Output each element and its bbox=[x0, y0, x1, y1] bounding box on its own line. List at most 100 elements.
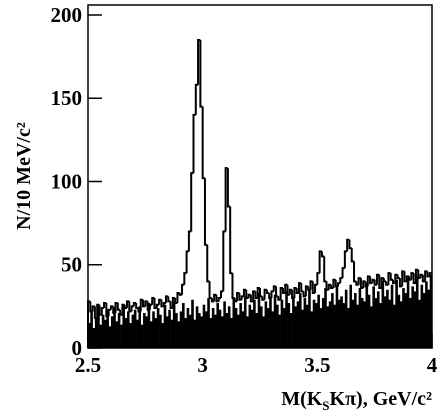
histogram-bin bbox=[154, 318, 158, 348]
x-axis-label: M(KSKπ), GeV/c² bbox=[281, 388, 432, 413]
histogram-bin bbox=[188, 314, 192, 348]
histogram-bin bbox=[317, 294, 320, 348]
histogram-bin bbox=[278, 314, 281, 348]
histogram-bin bbox=[335, 286, 339, 348]
x-tick-label: 4 bbox=[427, 353, 437, 377]
histogram-bin bbox=[296, 301, 300, 348]
histogram-step bbox=[164, 295, 169, 304]
histogram-bin bbox=[165, 316, 169, 348]
histogram-bin bbox=[266, 308, 270, 348]
histogram-bin bbox=[393, 304, 396, 348]
y-tick-label: 0 bbox=[72, 336, 83, 360]
histogram-bin bbox=[106, 309, 109, 348]
histogram-step bbox=[162, 302, 166, 307]
histogram-step bbox=[231, 273, 235, 300]
histogram-bin bbox=[198, 313, 201, 348]
histogram-bin bbox=[264, 301, 268, 348]
histogram-bin bbox=[108, 326, 112, 348]
histogram-bin bbox=[140, 324, 144, 348]
histogram-bin bbox=[248, 304, 252, 348]
histogram-bin bbox=[218, 309, 222, 348]
histogram-step bbox=[353, 261, 357, 283]
x-label-part: Kπ), GeV/c² bbox=[330, 388, 432, 410]
histogram-step bbox=[203, 178, 208, 246]
histogram-step bbox=[169, 301, 173, 310]
histogram-step bbox=[199, 39, 203, 108]
histogram-bin bbox=[120, 324, 123, 348]
histogram-step bbox=[201, 106, 205, 180]
histogram-step bbox=[309, 280, 313, 290]
histogram-bin bbox=[404, 293, 408, 348]
histogram-step bbox=[146, 301, 150, 311]
histogram-bin bbox=[347, 308, 350, 348]
histogram-bin bbox=[324, 288, 327, 348]
histogram-bin bbox=[234, 308, 238, 348]
histogram-step bbox=[339, 277, 343, 284]
histogram-bin bbox=[354, 293, 357, 348]
histogram-step bbox=[135, 303, 139, 310]
histogram-step bbox=[272, 285, 277, 292]
histogram-bin bbox=[179, 311, 183, 348]
histogram-bin bbox=[99, 324, 103, 348]
histogram-step bbox=[153, 298, 157, 310]
histogram-step bbox=[336, 282, 341, 287]
histogram-bin bbox=[319, 308, 323, 348]
histogram-bin bbox=[94, 318, 98, 348]
histogram-bin bbox=[260, 306, 263, 348]
histogram-bin bbox=[349, 284, 353, 348]
histogram-bin bbox=[381, 281, 385, 348]
histogram-bin bbox=[207, 298, 210, 348]
histogram-bin bbox=[124, 318, 128, 348]
histogram-bin bbox=[161, 323, 164, 348]
histogram-bin bbox=[143, 313, 146, 348]
histogram-step bbox=[220, 290, 224, 299]
histogram-step bbox=[116, 303, 121, 311]
histogram-bin bbox=[388, 299, 392, 348]
histogram-bin bbox=[250, 309, 254, 348]
histogram-step bbox=[183, 272, 187, 285]
histogram-bin bbox=[429, 274, 433, 348]
histogram-bin bbox=[257, 293, 261, 348]
histogram-step bbox=[185, 250, 189, 274]
x-tick-label: 2.5 bbox=[75, 353, 101, 377]
histogram-bin bbox=[285, 291, 288, 348]
histogram-step bbox=[130, 305, 134, 312]
histogram-bin bbox=[149, 321, 153, 348]
histogram-step bbox=[233, 298, 238, 303]
histogram-step bbox=[245, 289, 249, 300]
histogram-bin bbox=[230, 318, 233, 348]
histogram-bin bbox=[138, 306, 142, 348]
histogram-bin bbox=[122, 304, 125, 348]
histogram-bin bbox=[172, 301, 176, 348]
histogram-step bbox=[208, 281, 212, 300]
histogram-step bbox=[213, 293, 217, 302]
histogram-bin bbox=[90, 311, 93, 348]
histogram-bin bbox=[399, 301, 403, 348]
histogram-step bbox=[254, 291, 258, 300]
histogram-bin bbox=[136, 319, 139, 348]
histogram-bin bbox=[104, 319, 107, 348]
histogram-bin bbox=[418, 299, 421, 348]
histogram-bin bbox=[246, 316, 249, 348]
histogram-step bbox=[89, 301, 93, 313]
histogram-bin bbox=[383, 296, 387, 348]
histogram-step bbox=[270, 290, 274, 299]
histogram-bin bbox=[367, 294, 371, 348]
histogram-bin bbox=[425, 281, 428, 348]
histogram-bin bbox=[411, 286, 414, 348]
histogram-bin bbox=[225, 313, 229, 348]
histogram-bin bbox=[182, 303, 185, 348]
histogram-step bbox=[238, 293, 242, 301]
histogram-step bbox=[293, 287, 297, 299]
histogram-bin bbox=[386, 289, 389, 348]
histogram-step bbox=[240, 295, 244, 300]
histogram-bin bbox=[110, 316, 114, 348]
histogram-bin bbox=[133, 309, 137, 348]
histogram-bin bbox=[239, 303, 242, 348]
histogram-step bbox=[350, 248, 355, 263]
histogram-bin bbox=[227, 306, 231, 348]
histogram-bin bbox=[365, 283, 369, 348]
histogram-bin bbox=[413, 291, 417, 348]
histogram-bin bbox=[292, 296, 295, 348]
histogram-bin bbox=[280, 299, 284, 348]
